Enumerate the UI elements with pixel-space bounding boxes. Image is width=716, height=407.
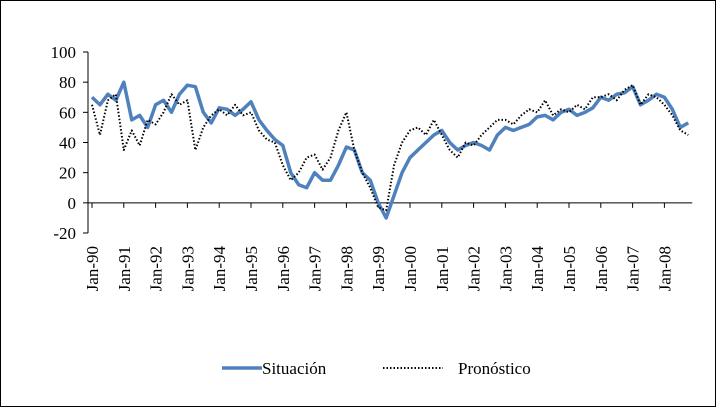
x-tick-label: Jan-04 <box>528 246 547 292</box>
y-tick-label: 0 <box>68 194 77 213</box>
x-tick-label: Jan-05 <box>560 246 579 291</box>
series-line <box>90 80 690 220</box>
x-tick-label: Jan-00 <box>401 246 420 291</box>
x-tick-label: Jan-92 <box>147 246 166 291</box>
x-tick-label: Jan-91 <box>115 246 134 291</box>
x-tick-label: Jan-08 <box>655 246 674 291</box>
x-tick-label: Jan-93 <box>178 246 197 291</box>
x-tick-label: Jan-94 <box>210 246 229 292</box>
x-tick-label: Jan-97 <box>306 246 325 292</box>
y-tick-label: 80 <box>59 73 76 92</box>
x-tick-label: Jan-96 <box>274 246 293 291</box>
x-tick-label: Jan-99 <box>369 246 388 291</box>
legend-label: Situación <box>262 359 327 378</box>
x-tick-label: Jan-90 <box>83 246 102 291</box>
x-tick-label: Jan-07 <box>624 246 643 292</box>
x-tick-label: Jan-01 <box>433 246 452 291</box>
x-tick-label: Jan-06 <box>592 246 611 291</box>
x-tick-label: Jan-03 <box>496 246 515 291</box>
x-tick-label: Jan-02 <box>465 246 484 291</box>
x-tick-label: Jan-95 <box>242 246 261 291</box>
y-tick-label: 40 <box>59 134 76 153</box>
y-tick-label: -20 <box>53 224 76 243</box>
x-tick-label: Jan-98 <box>337 246 356 291</box>
y-tick-label: 20 <box>59 164 76 183</box>
legend-label: Pronóstico <box>458 359 531 378</box>
y-tick-label: 60 <box>59 103 76 122</box>
y-tick-label: 100 <box>51 43 77 62</box>
